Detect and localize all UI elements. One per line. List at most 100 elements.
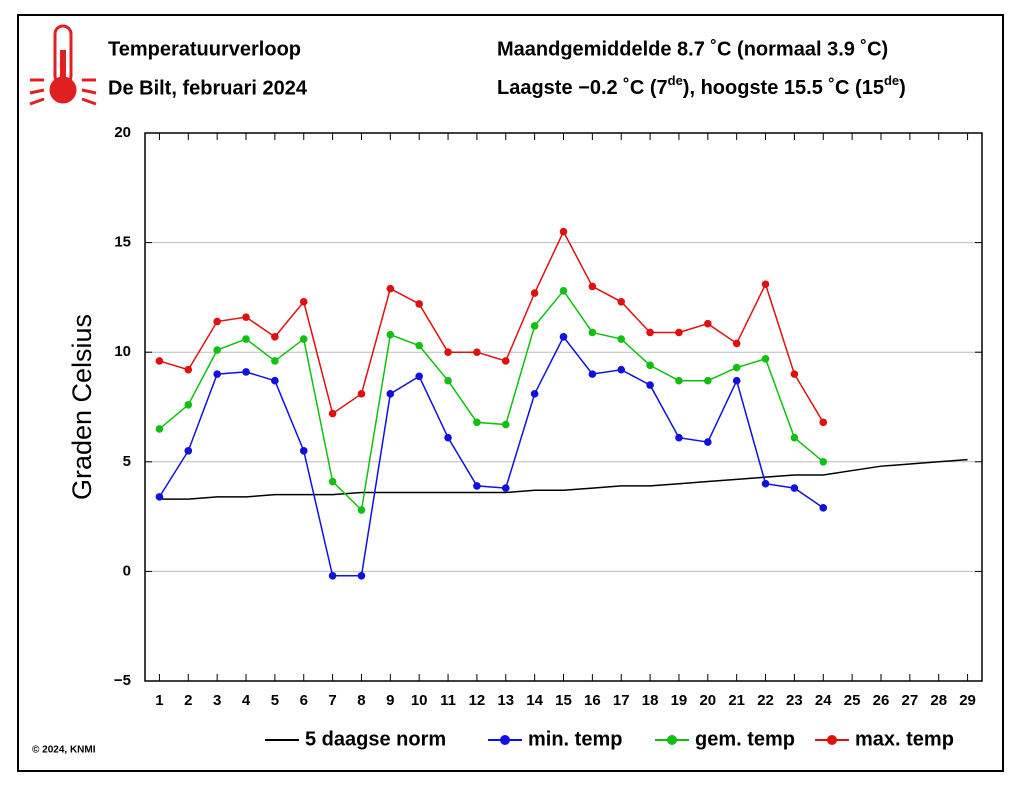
- x-tick-label: 11: [440, 692, 456, 709]
- extremes-text: ): [899, 77, 906, 99]
- x-tick-label: 29: [959, 692, 976, 709]
- point: [819, 504, 828, 512]
- x-tick-label: 1: [155, 692, 163, 709]
- point: [328, 571, 337, 580]
- x-tick-label: 24: [815, 692, 832, 709]
- x-tick-label: 15: [555, 692, 572, 709]
- series-line: [159, 229, 824, 423]
- extremes-text: ), hoogste 15.5 ˚C (15: [683, 76, 884, 99]
- point: [444, 433, 452, 442]
- point: [790, 433, 799, 442]
- point: [328, 477, 337, 486]
- point: [761, 354, 770, 363]
- point: [790, 484, 799, 492]
- series-line: [159, 458, 968, 500]
- point: [617, 365, 626, 374]
- point: [588, 328, 597, 337]
- point: [559, 287, 568, 295]
- y-tick-label: 15: [114, 234, 131, 251]
- legend-marker: [500, 735, 510, 745]
- point: [675, 433, 683, 442]
- x-tick-label: 4: [242, 692, 251, 709]
- point: [588, 282, 597, 291]
- x-tick-label: 8: [357, 692, 365, 709]
- plot-area: [144, 132, 983, 682]
- legend-marker: [667, 735, 677, 745]
- extremes: Laagste −0.2 ˚C (7de), hoogste 15.5 ˚C (…: [497, 73, 906, 99]
- point: [819, 458, 828, 466]
- point: [761, 280, 770, 289]
- point: [444, 376, 452, 385]
- point: [675, 328, 683, 337]
- point: [299, 297, 308, 306]
- point: [646, 361, 654, 370]
- point: [473, 348, 481, 357]
- point: [819, 418, 828, 427]
- x-tick-label: 12: [469, 692, 486, 709]
- point: [299, 335, 308, 343]
- point: [501, 484, 510, 492]
- x-tick-label: 20: [699, 692, 716, 709]
- point: [501, 420, 510, 429]
- frame: [17, 14, 1004, 772]
- point: [790, 370, 799, 378]
- point: [473, 482, 481, 490]
- legend-label: 5 daagse norm: [305, 728, 446, 750]
- point: [530, 289, 539, 297]
- point: [732, 376, 741, 385]
- x-tick-label: 22: [757, 692, 774, 709]
- point: [473, 418, 481, 427]
- x-tick-label: 19: [671, 692, 688, 709]
- x-tick-label: 2: [184, 692, 192, 709]
- x-tick-label: 14: [526, 692, 543, 709]
- x-tick-label: 28: [930, 692, 947, 709]
- chart-subtitle: De Bilt, februari 2024: [108, 77, 308, 99]
- point: [213, 370, 221, 378]
- x-tick-label: 21: [728, 692, 745, 709]
- point: [271, 376, 279, 385]
- point: [559, 227, 568, 236]
- point: [184, 365, 193, 374]
- x-tick-label: 25: [844, 692, 861, 709]
- point: [415, 300, 423, 308]
- legend-label: gem. temp: [695, 728, 795, 750]
- point: [155, 425, 164, 433]
- point: [704, 376, 712, 385]
- point: [646, 328, 654, 337]
- point: [732, 363, 741, 372]
- y-axis-label: Graden Celsius: [67, 314, 97, 500]
- point: [242, 368, 250, 376]
- x-tick-label: 3: [213, 692, 221, 709]
- point: [271, 357, 279, 365]
- x-tick-label: 26: [873, 692, 890, 709]
- point: [617, 297, 626, 306]
- legend-marker: [827, 735, 837, 745]
- x-tick-label: 9: [386, 692, 394, 709]
- x-tick-label: 7: [328, 692, 336, 709]
- point: [213, 317, 221, 326]
- point: [559, 333, 568, 341]
- point: [357, 506, 366, 514]
- x-tick-label: 13: [497, 692, 514, 709]
- series-line: [158, 289, 824, 512]
- point: [386, 284, 395, 293]
- x-tick-label: 17: [613, 692, 630, 709]
- point: [444, 348, 452, 357]
- point: [646, 381, 654, 389]
- point: [415, 372, 423, 381]
- point: [299, 447, 308, 455]
- point: [732, 339, 741, 348]
- x-tick-label: 18: [642, 692, 659, 709]
- point: [271, 333, 279, 341]
- legend-label: max. temp: [855, 728, 954, 750]
- point: [501, 357, 510, 365]
- point: [675, 376, 683, 385]
- point: [184, 401, 193, 409]
- x-tick-label: 23: [786, 692, 803, 709]
- series-line: [158, 335, 824, 577]
- point: [386, 390, 395, 398]
- point: [328, 409, 337, 418]
- point: [242, 313, 250, 321]
- point: [761, 479, 770, 488]
